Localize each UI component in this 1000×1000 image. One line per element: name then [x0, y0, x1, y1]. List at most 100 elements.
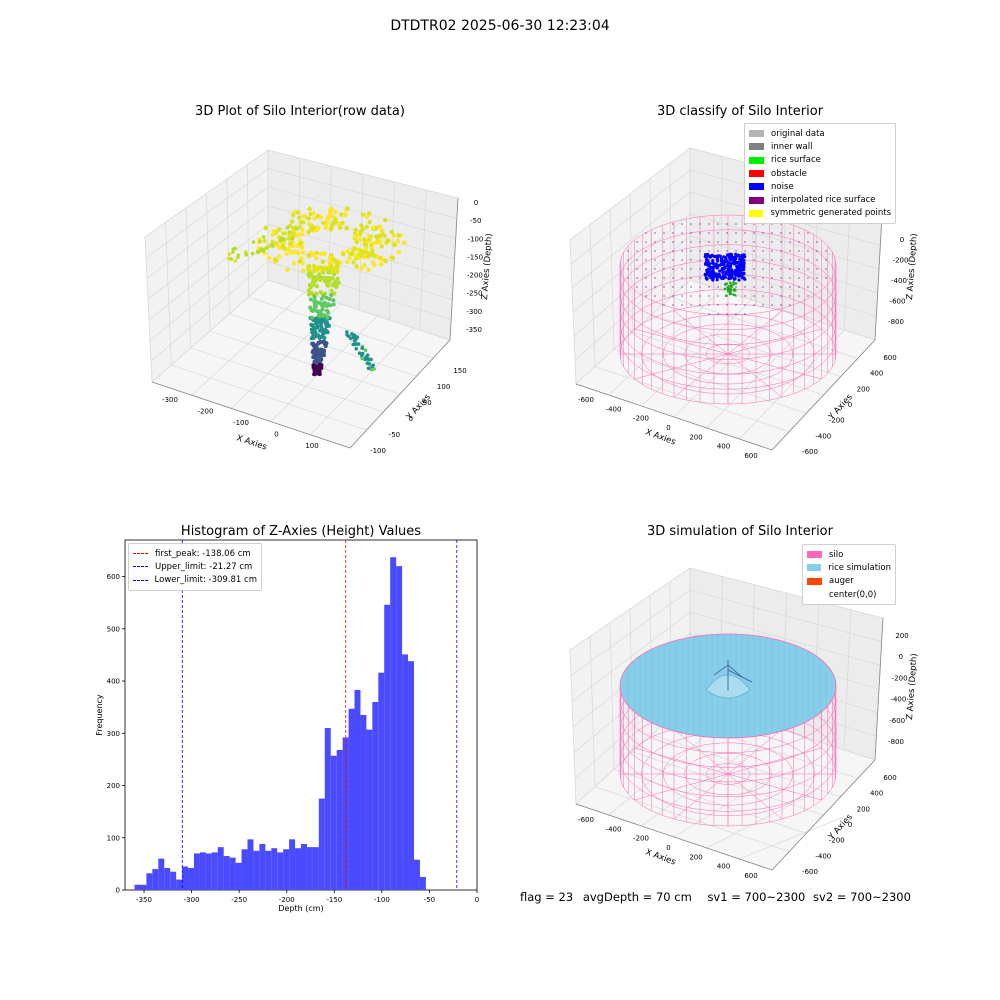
simulation-grid-line — [739, 816, 845, 860]
raw-point — [319, 326, 324, 330]
raw-y-tick: 50 — [423, 399, 432, 407]
simulation-legend-label: auger — [829, 576, 854, 587]
raw-point — [377, 238, 382, 243]
classify-surface-point — [735, 223, 737, 225]
classify-z-tick: 0 — [900, 236, 904, 244]
raw-point — [329, 225, 334, 230]
hist-bar — [259, 844, 266, 890]
raw-point — [319, 312, 324, 317]
raw-point — [331, 298, 336, 303]
hist-x-tick: -300 — [184, 896, 200, 904]
classify-surface-point — [681, 259, 683, 261]
simulation-legend-item: silo — [807, 548, 891, 561]
classify-surface-point — [735, 232, 737, 234]
classify-surface-point — [654, 277, 656, 279]
status-line: flag = 23 avgDepth = 70 cm sv1 = 700~230… — [520, 890, 911, 904]
simulation-legend-label: rice simulation — [828, 562, 891, 573]
raw-point — [310, 315, 315, 320]
hist-bar — [176, 879, 183, 890]
raw-point — [344, 225, 349, 231]
hist-bar — [366, 729, 373, 890]
classify-surface-point — [753, 250, 755, 252]
raw-point — [325, 280, 329, 285]
classify-legend-item: interpolated rice surface — [749, 193, 891, 206]
classify-surface-point — [816, 250, 818, 252]
classify-noise-point — [740, 258, 744, 262]
raw-point — [332, 291, 337, 296]
raw-point — [270, 239, 275, 244]
classify-surface-point — [645, 241, 647, 243]
classify-noise-point — [730, 275, 734, 279]
hist-legend-label: Lower_limit: -309.81 cm — [154, 575, 257, 586]
raw-grid-line — [185, 207, 191, 349]
raw-point — [285, 225, 290, 230]
classify-surface-point — [663, 268, 665, 270]
raw-point — [360, 227, 366, 232]
raw-point — [231, 250, 235, 254]
classify-surface-point — [690, 277, 692, 279]
hist-bar — [277, 852, 284, 890]
raw-point — [367, 220, 372, 225]
raw-grid-line — [145, 168, 269, 258]
raw-point — [233, 259, 237, 263]
raw-point — [335, 276, 340, 281]
classify-surface-point — [771, 304, 773, 306]
classify-legend-item: symmetric generated points — [749, 207, 891, 220]
raw-point — [263, 225, 268, 231]
raw-point — [318, 309, 323, 314]
classify-legend-swatch — [749, 196, 764, 204]
raw-point — [330, 266, 335, 271]
classify-noise-point — [711, 276, 715, 280]
hist-bar — [134, 884, 141, 890]
raw-point — [319, 291, 324, 296]
hist-bar — [271, 848, 278, 890]
classify-surface-point — [699, 277, 701, 279]
classify-silo-wire — [727, 353, 783, 398]
raw-grid-line — [171, 364, 367, 431]
classify-noise-point — [741, 272, 745, 276]
raw-point — [311, 211, 316, 216]
classify-surface-point — [771, 250, 773, 252]
classify-z-tick: -600 — [890, 298, 906, 306]
hist-legend-item: first_peak: -138.06 cm — [133, 547, 257, 560]
simulation-y-tick: 0 — [848, 821, 852, 829]
classify-legend-swatch — [749, 156, 764, 164]
classify-surface-point — [645, 286, 647, 288]
classify-surface-point — [762, 295, 764, 297]
classify-surface-point — [672, 241, 674, 243]
raw-point — [285, 267, 290, 273]
classify-surface-point — [717, 223, 719, 225]
simulation-y-tick: 400 — [870, 790, 883, 798]
classify-noise-point — [727, 277, 731, 281]
classify-x-tick: 600 — [744, 452, 757, 460]
classify-surface-point — [681, 223, 683, 225]
raw-point — [330, 283, 335, 288]
raw-grid-line — [226, 178, 230, 315]
classify-noise-point — [715, 266, 719, 270]
raw-point — [371, 363, 376, 368]
classify-surface-point — [789, 268, 791, 270]
hist-bar — [324, 728, 331, 890]
raw-point — [307, 222, 312, 227]
classify-surface-point — [798, 259, 800, 261]
raw-point — [307, 268, 312, 272]
raw-point — [362, 263, 367, 268]
hist-y-tick: 400 — [107, 678, 120, 686]
raw-point — [311, 363, 316, 368]
classify-noise-point — [724, 256, 728, 260]
simulation-silo-wire — [634, 747, 729, 775]
raw-z-tick: -100 — [467, 235, 483, 243]
classify-noise-point — [735, 260, 739, 265]
raw-point — [270, 232, 275, 237]
raw-grid-line — [267, 261, 452, 321]
simulation-grid-line — [689, 589, 882, 642]
raw-plot-title: 3D Plot of Silo Interior(row data) — [195, 104, 405, 119]
classify-legend-label: original data — [771, 128, 825, 139]
classify-noise-point — [730, 255, 734, 259]
raw-x-tick: -300 — [162, 396, 178, 404]
hist-bar — [188, 868, 194, 890]
classify-surface-point — [681, 241, 683, 243]
raw-point — [314, 256, 319, 261]
classify-surface-point — [645, 250, 647, 252]
